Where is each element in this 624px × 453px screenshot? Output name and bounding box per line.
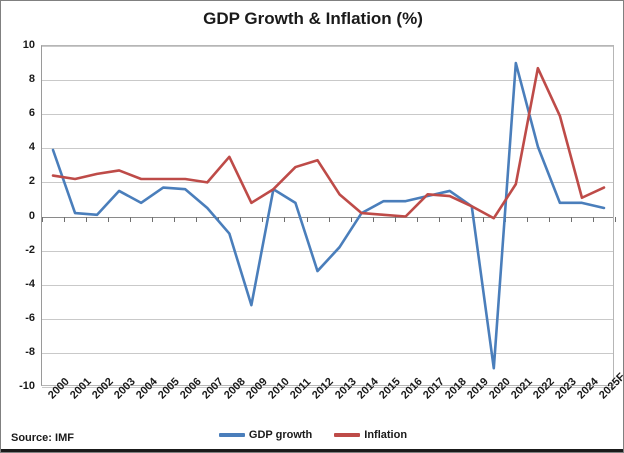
chart-legend: GDP growth Inflation bbox=[1, 429, 623, 441]
series-line-inflation bbox=[51, 66, 606, 220]
y-axis-tick-label: -4 bbox=[25, 277, 35, 290]
y-axis-tick-label: -2 bbox=[25, 243, 35, 256]
y-axis-tick-label: -10 bbox=[19, 380, 35, 392]
x-axis-tick bbox=[460, 216, 462, 222]
chart-title: GDP Growth & Inflation (%) bbox=[203, 9, 423, 28]
plot-area bbox=[41, 45, 616, 388]
x-axis-tick bbox=[593, 216, 594, 222]
x-axis-tick bbox=[482, 216, 484, 222]
x-axis-tick bbox=[240, 216, 242, 222]
legend-entry-gdp-growth[interactable]: GDP growth bbox=[218, 429, 313, 441]
x-axis-tick bbox=[64, 216, 65, 222]
bottom-border bbox=[1, 449, 623, 452]
y-axis-tick-label: 0 bbox=[28, 209, 35, 222]
gridline--8 bbox=[42, 352, 613, 354]
x-axis-tick bbox=[350, 216, 352, 222]
line-swatch-red-icon bbox=[334, 433, 361, 437]
x-axis-tick bbox=[152, 216, 154, 222]
gridline-6 bbox=[42, 114, 613, 116]
x-axis-tick bbox=[86, 216, 88, 222]
y-axis-tick-label: 6 bbox=[28, 107, 35, 120]
y-axis-tick-label: 8 bbox=[28, 73, 35, 86]
x-axis-tick bbox=[174, 216, 176, 222]
source-note: Source: IMF bbox=[11, 432, 74, 444]
y-axis-tick-label: -6 bbox=[25, 311, 35, 324]
gridline--2 bbox=[42, 250, 613, 252]
y-axis-tick-label: 4 bbox=[28, 141, 35, 154]
gridline-10 bbox=[42, 46, 613, 47]
gridline-0 bbox=[42, 216, 613, 218]
legend-entry-inflation[interactable]: Inflation bbox=[334, 429, 407, 441]
y-axis-tick-label: 10 bbox=[22, 39, 35, 51]
gridline-2 bbox=[42, 182, 613, 184]
series-lines bbox=[51, 61, 606, 370]
x-axis-tick bbox=[372, 216, 374, 222]
x-axis-tick bbox=[218, 216, 220, 222]
x-axis-tick bbox=[416, 216, 418, 222]
x-axis-tick bbox=[548, 216, 550, 222]
x-axis-tick bbox=[570, 216, 572, 222]
x-axis-tick bbox=[615, 216, 616, 222]
x-axis-tick bbox=[526, 216, 528, 222]
legend-label-gdp-growth: GDP growth bbox=[248, 429, 313, 441]
x-axis-tick bbox=[130, 216, 132, 222]
gridline--10 bbox=[42, 387, 613, 388]
gridline--6 bbox=[42, 318, 613, 320]
x-axis-tick bbox=[438, 216, 440, 222]
x-axis-tick bbox=[306, 216, 308, 222]
y-axis-tick-label: -8 bbox=[25, 345, 35, 358]
x-axis-tick bbox=[394, 216, 396, 222]
legend-label-inflation: Inflation bbox=[364, 429, 408, 441]
x-axis-tick bbox=[42, 216, 43, 222]
line-swatch-blue-icon bbox=[218, 433, 245, 437]
gridline-8 bbox=[42, 80, 613, 82]
gridline-4 bbox=[42, 148, 613, 150]
x-axis-tick bbox=[328, 216, 330, 222]
x-axis-tick bbox=[108, 216, 110, 222]
y-axis-tick-label: 2 bbox=[28, 175, 35, 188]
gridline--4 bbox=[42, 284, 613, 286]
series-line-gdp-growth bbox=[51, 61, 606, 370]
x-axis-tick bbox=[284, 216, 286, 222]
x-axis-tick bbox=[262, 216, 264, 222]
x-axis-tick bbox=[196, 216, 198, 222]
